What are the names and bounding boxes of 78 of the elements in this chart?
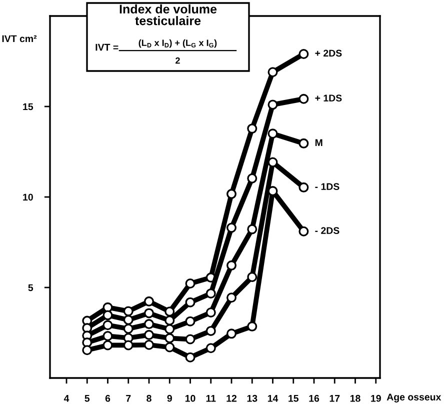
x-tick-label: 8 [146,394,152,402]
x-tick-label: 14 [268,395,278,402]
point [247,321,258,332]
x-tick-label: 19 [371,394,381,402]
annotation: IVT = [96,44,118,51]
point [164,333,175,344]
point [123,306,134,316]
point [102,331,113,342]
series-label: - 1DS [315,183,340,190]
point [102,310,113,320]
point [298,94,309,104]
chart-title: Index de volume testiculaire [120,4,217,26]
point [298,138,309,148]
point [298,49,309,60]
point [102,340,113,350]
series-label: - 2DS [315,227,340,234]
point [185,297,196,308]
point [123,324,134,334]
point [268,157,278,168]
point [185,278,196,289]
point [206,307,216,318]
y-tick-label: 15 [23,103,34,110]
x-tick-label: 12 [226,394,237,402]
point [164,342,175,352]
point [268,128,278,139]
point [164,306,175,317]
point [164,324,175,334]
text: (L$_{D}$ x I$_{D}$) + (L$_{G}$ x I$_{G}$) [138,39,217,48]
point [226,188,236,199]
point [268,186,278,196]
point [268,67,278,78]
x-tick-label: 9 [167,394,172,402]
x-tick-label: 5 [84,395,90,402]
point [226,328,236,339]
y-tick-label: 10 [23,194,33,201]
point [144,340,154,350]
x-axis-title: Age osseux [386,394,442,402]
x-tick-label: 4 [64,395,70,402]
point [206,343,216,354]
point [185,352,196,362]
point [164,315,175,326]
series-label: + 2DS [315,50,342,57]
x-tick-label: 7 [126,395,131,402]
y-axis-title: IVT cm² [2,35,37,42]
point [206,326,216,336]
x-tick-label: 17 [330,395,340,402]
series-label: + 1DS [315,94,342,102]
point [102,320,113,330]
point [82,345,92,356]
point [185,334,196,344]
point [298,226,309,236]
point [268,100,278,110]
x-tick-label: 15 [288,395,299,402]
point [144,330,154,340]
x-tick-label: 6 [105,394,110,402]
series-label: M [315,139,322,146]
point [144,296,154,306]
point [226,222,236,233]
x-tick-label: 10 [185,394,196,402]
point [206,288,216,298]
point [247,272,258,282]
point [123,340,134,350]
point [247,173,258,184]
y-tick-label: 5 [28,284,34,292]
annotation: 2 [176,57,180,64]
point [144,308,154,318]
point [123,314,134,325]
point [247,124,258,134]
point [226,260,236,270]
x-tick-label: 13 [247,394,258,402]
point [298,182,309,192]
point [247,224,258,234]
x-tick-label: 18 [350,394,360,402]
x-tick-label: 16 [309,394,320,402]
x-tick-label: 11 [206,395,216,402]
point [144,319,154,330]
point [185,316,196,326]
point [226,292,236,303]
